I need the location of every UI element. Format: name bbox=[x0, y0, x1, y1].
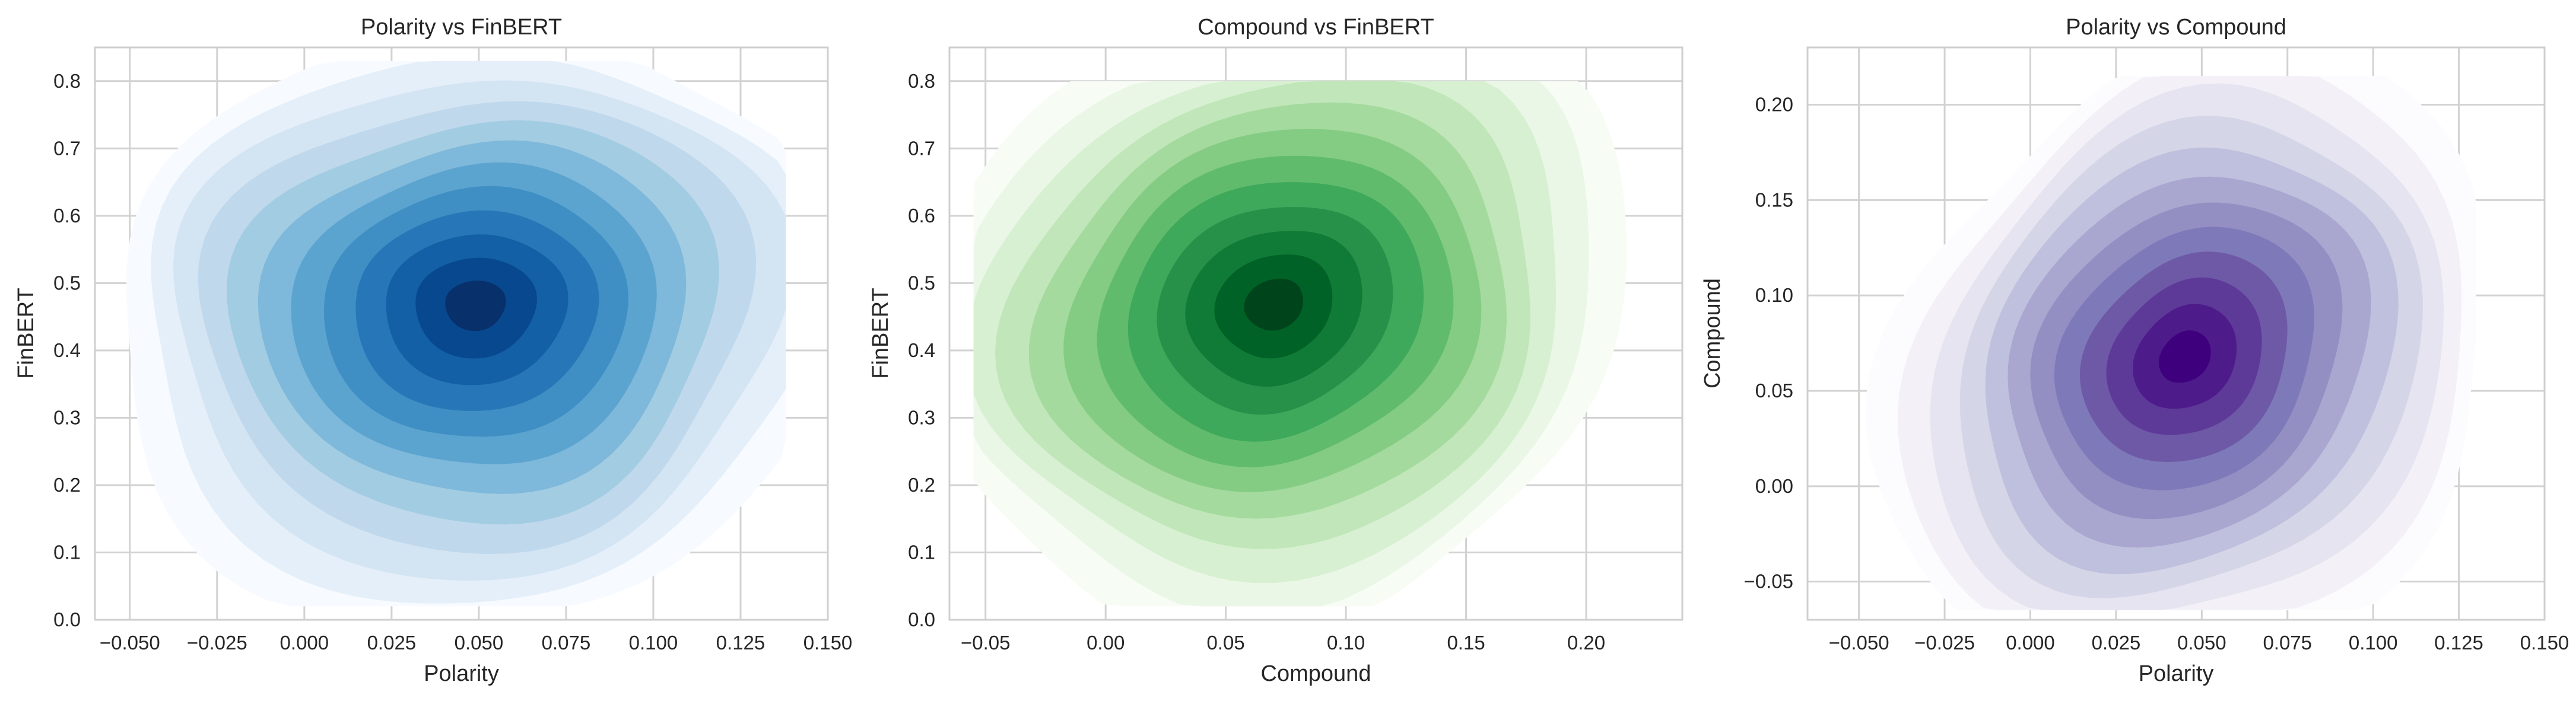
x-tick-label: 0.025 bbox=[2092, 632, 2141, 654]
subplot-polarity-vs-finbert: Polarity vs FinBERT −0.050 −0.025 0.000 0.0… bbox=[14, 15, 852, 686]
density-level bbox=[2159, 330, 2211, 383]
x-axis-label: Polarity bbox=[424, 661, 499, 686]
subplot-compound-vs-finbert: Compound vs FinBERT −0.05 0.00 0.05 0.10 0.1… bbox=[868, 15, 1684, 686]
y-tick-labels: 0.0 0.1 0.2 0.3 0.4 0.5 0.6 0.7 0.8 bbox=[908, 70, 935, 630]
x-tick-label: 0.125 bbox=[716, 632, 766, 654]
plot-frame bbox=[94, 46, 829, 621]
subplot-title: Polarity vs Compound bbox=[2066, 15, 2286, 40]
x-tick-label: 0.075 bbox=[542, 632, 591, 654]
y-tick-labels: −0.05 0.00 0.05 0.10 0.15 0.20 bbox=[1744, 94, 1794, 592]
density-level bbox=[445, 281, 506, 332]
density-contours bbox=[1865, 76, 2476, 610]
y-tick-label: 0.1 bbox=[908, 541, 935, 563]
density-level bbox=[1244, 278, 1303, 331]
y-tick-label: 0.8 bbox=[53, 70, 81, 92]
y-tick-label: 0.5 bbox=[908, 272, 935, 294]
x-axis-label: Polarity bbox=[2139, 661, 2214, 686]
x-tick-label: 0.025 bbox=[367, 632, 417, 654]
x-tick-label: −0.05 bbox=[961, 632, 1011, 654]
x-tick-label: −0.050 bbox=[100, 632, 160, 654]
y-tick-label: 0.00 bbox=[1755, 475, 1793, 497]
x-tick-label: 0.050 bbox=[2177, 632, 2226, 654]
plot-frame bbox=[1806, 46, 2546, 621]
x-tick-label: 0.15 bbox=[1447, 632, 1485, 654]
y-tick-label: 0.2 bbox=[53, 474, 81, 496]
x-tick-label: 0.075 bbox=[2263, 632, 2312, 654]
subplot-title: Polarity vs FinBERT bbox=[361, 15, 562, 40]
y-tick-label: 0.20 bbox=[1755, 94, 1793, 116]
x-tick-label: 0.10 bbox=[1327, 632, 1365, 654]
y-tick-label: 0.2 bbox=[908, 474, 935, 496]
x-tick-label: 0.000 bbox=[2006, 632, 2055, 654]
x-tick-label: 0.100 bbox=[629, 632, 678, 654]
y-axis-label: Compound bbox=[1700, 278, 1725, 388]
y-tick-label: 0.5 bbox=[53, 272, 81, 294]
x-tick-labels: −0.05 0.00 0.05 0.10 0.15 0.20 bbox=[961, 632, 1605, 654]
y-tick-label: 0.8 bbox=[908, 70, 935, 92]
density-contours bbox=[973, 81, 1627, 607]
x-tick-label: 0.00 bbox=[1087, 632, 1125, 654]
y-tick-label: 0.05 bbox=[1755, 380, 1793, 402]
y-tick-label: 0.6 bbox=[53, 205, 81, 227]
x-tick-label: 0.125 bbox=[2434, 632, 2483, 654]
y-axis-label: FinBERT bbox=[868, 288, 893, 378]
y-tick-label: 0.4 bbox=[908, 339, 935, 361]
x-tick-labels: −0.050 −0.025 0.000 0.025 0.050 0.075 0.100 0.1… bbox=[1829, 632, 2569, 654]
x-tick-label: −0.025 bbox=[187, 632, 247, 654]
plot-frame bbox=[948, 46, 1684, 621]
y-tick-label: 0.4 bbox=[53, 339, 81, 361]
y-tick-label: 0.10 bbox=[1755, 284, 1793, 306]
y-tick-label: 0.7 bbox=[908, 137, 935, 159]
subplot-polarity-vs-compound: Polarity vs Compound −0.050 −0.025 0.000 0.… bbox=[1700, 15, 2569, 686]
y-tick-label: 0.1 bbox=[53, 541, 81, 563]
y-tick-label: 0.0 bbox=[53, 609, 81, 630]
x-tick-label: 0.000 bbox=[280, 632, 329, 654]
x-tick-label: 0.100 bbox=[2349, 632, 2398, 654]
y-tick-labels: 0.0 0.1 0.2 0.3 0.4 0.5 0.6 0.7 0.8 bbox=[53, 70, 81, 630]
x-tick-label: −0.025 bbox=[1914, 632, 1975, 654]
x-tick-label: 0.150 bbox=[803, 632, 853, 654]
y-axis-label: FinBERT bbox=[14, 288, 39, 378]
density-contours bbox=[126, 60, 786, 607]
x-tick-label: 0.20 bbox=[1567, 632, 1605, 654]
x-tick-label: 0.05 bbox=[1207, 632, 1245, 654]
y-tick-label: 0.0 bbox=[908, 609, 935, 630]
y-tick-label: 0.7 bbox=[53, 137, 81, 159]
x-tick-label: 0.150 bbox=[2520, 632, 2569, 654]
y-tick-label: 0.3 bbox=[53, 406, 81, 428]
y-tick-label: 0.15 bbox=[1755, 189, 1793, 211]
x-tick-labels: −0.050 −0.025 0.000 0.025 0.050 0.075 0.100 0.1… bbox=[100, 632, 852, 654]
x-tick-label: 0.050 bbox=[455, 632, 504, 654]
x-axis-label: Compound bbox=[1261, 661, 1371, 686]
y-tick-label: −0.05 bbox=[1744, 571, 1794, 592]
subplot-title: Compound vs FinBERT bbox=[1198, 15, 1434, 40]
y-tick-label: 0.6 bbox=[908, 205, 935, 227]
y-tick-label: 0.3 bbox=[908, 406, 935, 428]
x-tick-label: −0.050 bbox=[1829, 632, 1889, 654]
